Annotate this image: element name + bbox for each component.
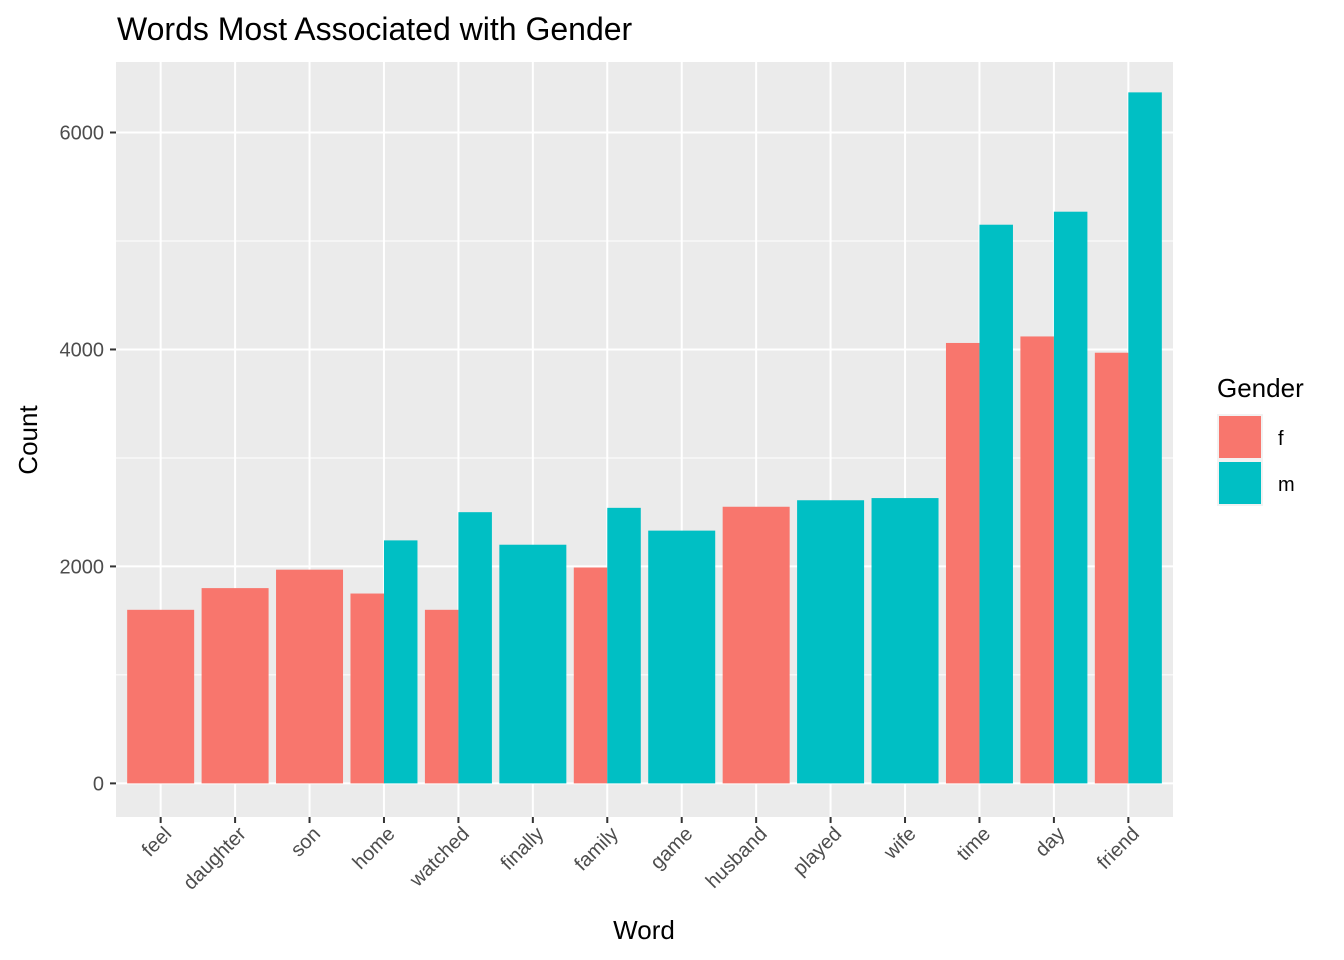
bar-f-daughter <box>201 588 269 784</box>
bar-m-home <box>383 540 418 784</box>
y-tick-label: 0 <box>93 773 104 795</box>
bar-m-played <box>797 500 865 784</box>
bar-m-time <box>979 224 1013 784</box>
bar-f-time <box>945 342 980 784</box>
legend-label-m: m <box>1278 474 1295 496</box>
bars <box>127 92 1162 784</box>
y-tick-label: 4000 <box>60 339 105 361</box>
bar-f-home <box>350 593 384 784</box>
x-tick-label: daughter <box>179 823 251 895</box>
x-tick-label: time <box>953 823 995 865</box>
bar-f-son <box>276 569 344 784</box>
x-tick-label: game <box>646 823 697 874</box>
y-tick-label: 2000 <box>60 556 105 578</box>
y-axis: 0 2000 4000 6000 <box>60 123 116 795</box>
legend-title: Gender <box>1217 373 1304 403</box>
legend-label-f: f <box>1278 428 1284 450</box>
x-tick-label: husband <box>702 823 772 893</box>
bar-m-family <box>607 507 641 784</box>
x-axis: feel daughter son home watched finally family g… <box>138 817 1144 894</box>
x-tick-label: finally <box>497 823 549 875</box>
y-axis-title: Count <box>13 405 43 475</box>
legend-swatch-m <box>1219 462 1261 504</box>
x-tick-label: played <box>789 823 846 880</box>
x-tick-label: feel <box>138 823 176 861</box>
bar-m-game <box>648 530 716 784</box>
x-tick-label: home <box>349 823 400 874</box>
chart-title: Words Most Associated with Gender <box>117 11 633 47</box>
bar-f-family <box>573 567 608 784</box>
y-tick-label: 6000 <box>60 123 105 145</box>
bar-m-day <box>1053 211 1088 784</box>
x-tick-label: family <box>570 823 622 875</box>
bar-f-friend <box>1094 352 1129 784</box>
bar-m-friend <box>1128 92 1162 784</box>
bar-m-finally <box>499 544 567 784</box>
legend-swatch-f <box>1219 416 1261 458</box>
x-tick-label: son <box>287 823 325 861</box>
bar-m-watched <box>458 512 492 784</box>
bar-m-wife <box>871 498 939 784</box>
bar-f-husband <box>722 506 790 784</box>
x-axis-title: Word <box>613 915 675 945</box>
x-tick-label: watched <box>405 823 474 892</box>
bar-f-feel <box>127 609 195 784</box>
x-tick-label: day <box>1031 823 1069 861</box>
x-tick-label: friend <box>1093 823 1144 874</box>
plot-panel <box>116 62 1173 817</box>
bar-f-watched <box>424 609 459 784</box>
x-tick-label: wife <box>879 823 920 864</box>
legend: Gender f m <box>1217 373 1304 506</box>
bar-f-day <box>1020 336 1054 784</box>
